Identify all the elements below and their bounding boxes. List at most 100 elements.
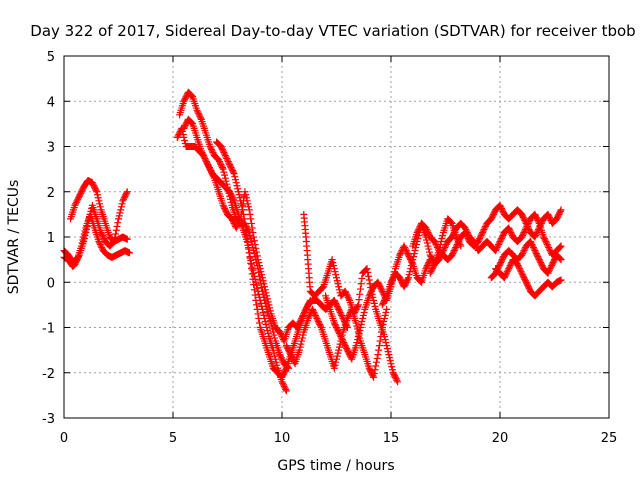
data-point <box>261 286 269 294</box>
data-point <box>232 179 240 187</box>
data-point <box>85 216 93 224</box>
grid <box>64 56 609 418</box>
data-point <box>316 320 324 328</box>
data-point <box>428 266 436 274</box>
data-point <box>378 301 386 309</box>
data-point <box>374 351 382 359</box>
data-point <box>248 270 256 278</box>
data-point <box>221 206 229 214</box>
data-point <box>496 201 504 209</box>
data-point <box>519 248 527 256</box>
data-point <box>557 276 565 284</box>
data-point <box>490 209 498 217</box>
data-point <box>262 320 270 328</box>
data-point <box>123 188 131 196</box>
data-point <box>536 257 544 265</box>
data-point <box>339 337 347 345</box>
y-axis-label: SDTVAR / TECUs <box>6 180 22 295</box>
data-point <box>315 319 323 327</box>
data-point <box>537 260 545 268</box>
data-point <box>91 185 99 193</box>
data-point <box>218 162 226 170</box>
data-point <box>532 212 540 220</box>
data-point <box>255 314 263 322</box>
data-point <box>287 352 295 360</box>
data-point <box>95 238 103 246</box>
data-point <box>234 221 242 229</box>
data-point <box>77 189 85 197</box>
data-point <box>75 192 83 200</box>
data-point <box>71 260 79 268</box>
data-point <box>449 248 457 256</box>
data-point <box>80 238 88 246</box>
data-point <box>415 224 423 232</box>
data-point <box>202 158 210 166</box>
data-point <box>371 366 379 374</box>
data-point <box>345 311 353 319</box>
data-point <box>517 268 525 276</box>
data-point <box>451 245 459 253</box>
data-point <box>332 299 340 307</box>
data-point <box>95 197 103 205</box>
data-point <box>225 189 233 197</box>
data-point <box>330 364 338 372</box>
data-point <box>239 210 247 218</box>
data-point <box>233 182 241 190</box>
data-point <box>243 233 251 241</box>
data-point <box>181 96 189 104</box>
y-tick-label: 0 <box>47 276 55 291</box>
data-point <box>115 212 123 220</box>
data-point <box>375 342 383 350</box>
y-tick-label: 2 <box>47 186 55 201</box>
data-point <box>500 274 508 282</box>
data-point <box>298 337 306 345</box>
data-point <box>332 271 340 279</box>
data-point <box>245 206 253 214</box>
data-point <box>522 278 530 286</box>
data-point <box>333 352 341 360</box>
data-point <box>228 215 236 223</box>
data-point <box>255 262 263 270</box>
data-point <box>436 253 444 261</box>
data-point <box>252 244 260 252</box>
data-point <box>223 155 231 163</box>
data-point <box>516 266 524 274</box>
plot-frame <box>63 55 610 419</box>
data-point <box>385 351 393 359</box>
data-point <box>244 200 252 208</box>
data-point <box>233 222 241 230</box>
data-point <box>524 281 532 289</box>
data-point <box>423 227 431 235</box>
series-track-n <box>487 238 565 282</box>
data-point <box>255 259 263 267</box>
data-point <box>386 354 394 362</box>
data-point <box>208 146 216 154</box>
data-point <box>514 262 522 270</box>
data-point <box>258 271 266 279</box>
data-point <box>547 263 555 271</box>
data-point <box>218 146 226 154</box>
data-point <box>309 305 317 313</box>
data-point <box>359 314 367 322</box>
data-point <box>392 375 400 383</box>
data-point <box>375 280 383 288</box>
data-point <box>357 280 365 288</box>
data-point <box>533 215 541 223</box>
data-point <box>368 286 376 294</box>
data-point <box>557 242 565 250</box>
data-point <box>340 340 348 348</box>
data-point <box>82 228 90 236</box>
data-point <box>507 260 515 268</box>
data-point <box>531 247 539 255</box>
data-point <box>206 143 214 150</box>
data-point <box>122 191 130 199</box>
data-point <box>524 219 532 227</box>
data-point <box>250 269 258 277</box>
data-point <box>495 241 503 249</box>
data-point <box>513 260 521 268</box>
data-point <box>331 320 339 328</box>
data-point <box>556 207 564 215</box>
data-point <box>334 349 342 357</box>
data-point <box>438 250 446 258</box>
data-point <box>423 225 431 233</box>
